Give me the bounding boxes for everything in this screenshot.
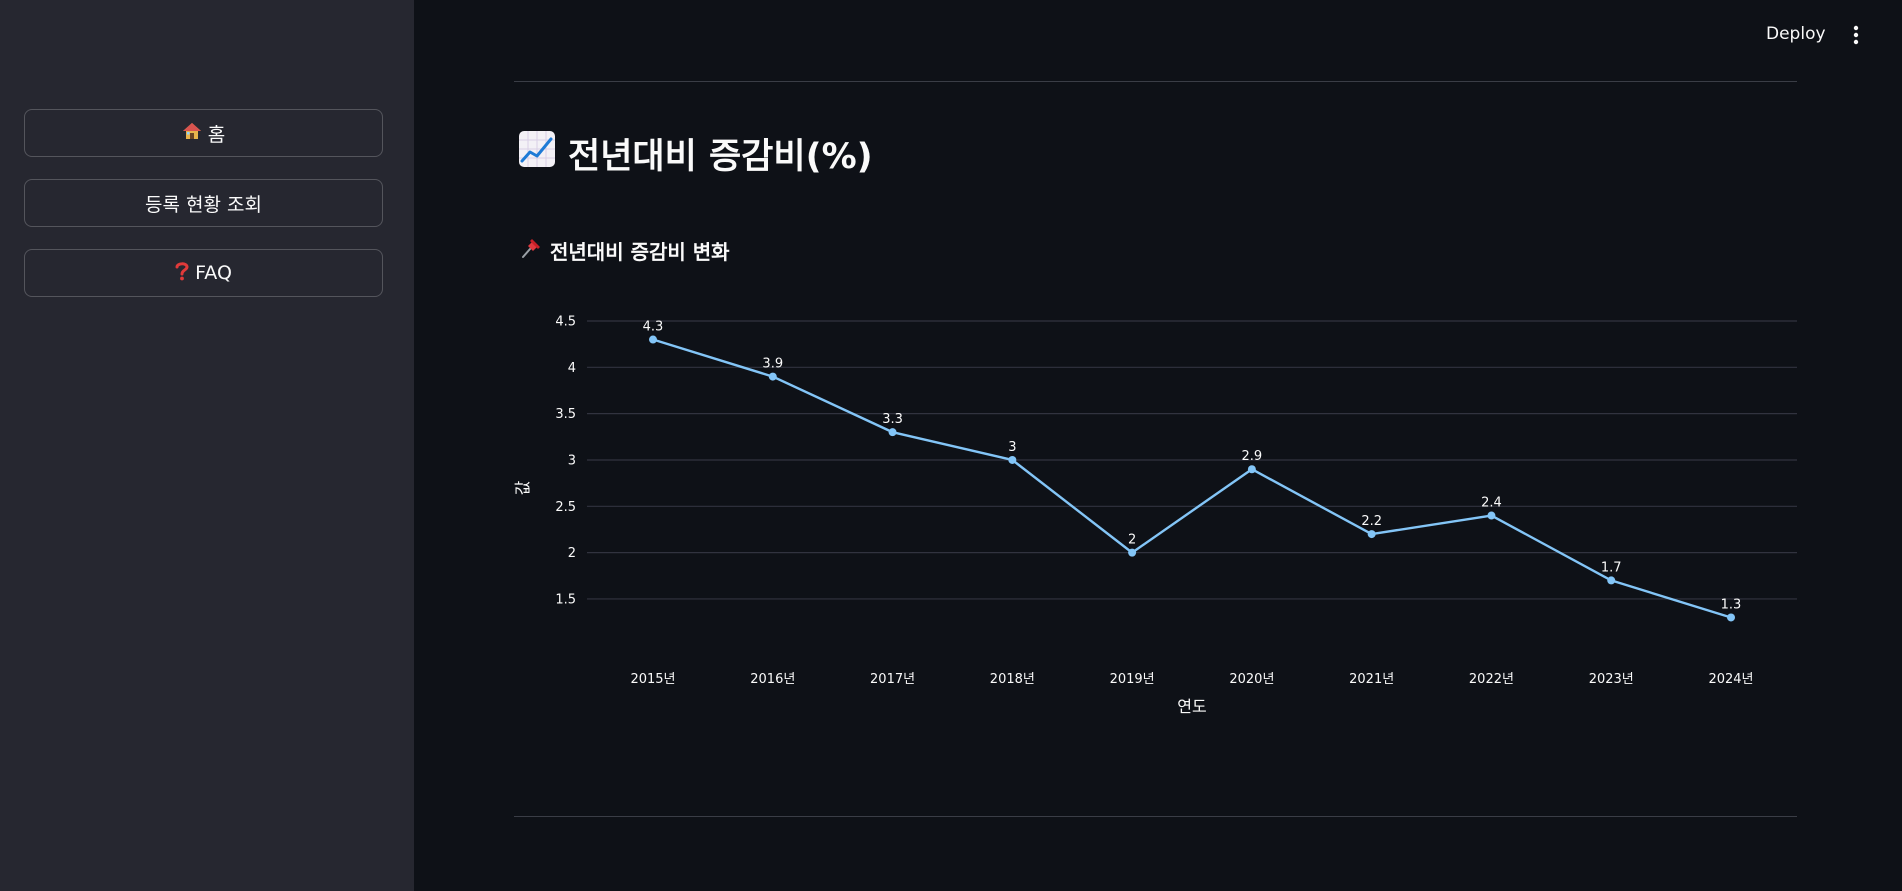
sidebar-item-faq[interactable]: FAQ: [24, 249, 383, 297]
series-line: [652, 338, 1732, 619]
x-tick-label: 2019년: [1110, 672, 1155, 687]
chart-increasing-icon: [518, 130, 556, 177]
data-label: 3: [1008, 440, 1016, 455]
pushpin-icon: [520, 237, 542, 264]
y-tick-label: 4: [568, 361, 576, 376]
data-label: 1.3: [1721, 597, 1742, 612]
data-point: [1128, 548, 1137, 557]
kebab-menu-icon[interactable]: [1846, 24, 1866, 46]
x-tick-label: 2017년: [870, 672, 915, 687]
bottom-divider: [514, 816, 1797, 817]
y-tick-label: 4.5: [555, 315, 576, 330]
x-tick-label: 2018년: [990, 672, 1035, 687]
x-tick-label: 2024년: [1708, 672, 1753, 687]
data-label: 2.4: [1481, 496, 1502, 511]
data-point: [888, 428, 897, 437]
data-label: 2: [1128, 533, 1136, 548]
sidebar-item-label: 등록 현황 조회: [145, 193, 262, 216]
data-point: [649, 335, 657, 344]
x-tick-label: 2021년: [1349, 672, 1394, 687]
y-tick-label: 2.5: [555, 500, 576, 515]
data-point: [1727, 613, 1735, 622]
y-tick-label: 1.5: [555, 592, 576, 607]
sidebar-item-label: 홈: [207, 123, 226, 146]
data-point: [1008, 455, 1017, 464]
data-point: [1607, 576, 1616, 585]
deploy-button[interactable]: Deploy: [1766, 24, 1826, 44]
house-icon: [182, 121, 202, 146]
sidebar-item-registration-lookup[interactable]: 등록 현황 조회: [24, 179, 383, 227]
section-title-text: 전년대비 증감비 변화: [550, 240, 730, 264]
data-point: [1367, 530, 1376, 539]
data-label: 2.2: [1361, 514, 1382, 529]
data-point: [1247, 465, 1256, 474]
data-point: [768, 372, 777, 381]
sidebar-item-label: FAQ: [195, 262, 232, 284]
data-label: 3.9: [762, 357, 783, 372]
section-title: 전년대비 증감비 변화: [520, 236, 730, 265]
page-title-text: 전년대비 증감비(%): [568, 137, 873, 177]
y-tick-label: 3: [568, 453, 576, 468]
x-axis-title: 연도: [1177, 697, 1206, 716]
y-tick-label: 3.5: [555, 407, 576, 422]
y-axis-title: 값: [513, 480, 532, 495]
data-label: 2.9: [1242, 449, 1263, 464]
data-label: 1.7: [1601, 560, 1622, 575]
data-label: 3.3: [882, 412, 903, 427]
data-label: 4.3: [643, 320, 664, 335]
y-tick-label: 2: [568, 546, 576, 561]
x-tick-label: 2022년: [1469, 672, 1514, 687]
top-divider: [514, 81, 1797, 82]
sidebar: 홈 등록 현황 조회 FAQ: [0, 0, 414, 891]
sidebar-item-home[interactable]: 홈: [24, 109, 383, 157]
question-icon: [175, 261, 189, 286]
data-point: [1487, 511, 1496, 520]
x-tick-label: 2020년: [1229, 672, 1274, 687]
x-tick-label: 2023년: [1589, 672, 1634, 687]
x-tick-label: 2015년: [630, 672, 675, 687]
page-title: 전년대비 증감비(%): [518, 128, 873, 179]
x-tick-label: 2016년: [750, 672, 795, 687]
